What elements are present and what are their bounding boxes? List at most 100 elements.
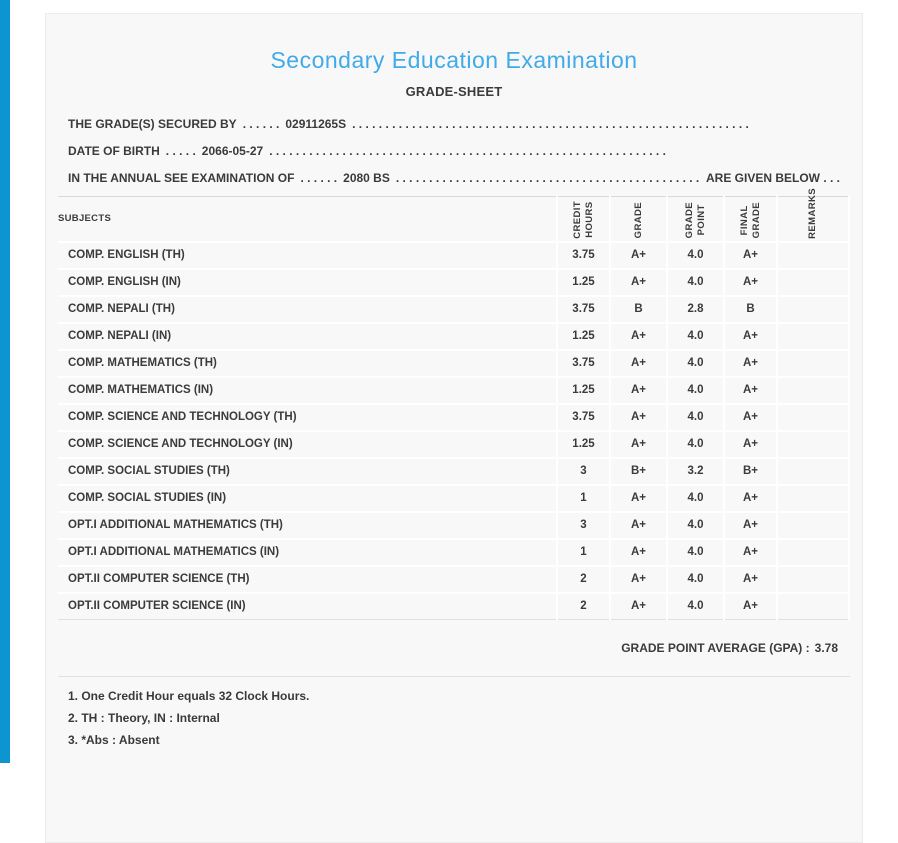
remarks-cell [776, 457, 850, 486]
remarks-cell [776, 484, 850, 513]
info-text: 02911265S [285, 117, 347, 131]
info-text: 2080 BS [343, 171, 390, 185]
remarks-cell [776, 511, 850, 540]
credit-hours-cell: 3 [556, 511, 610, 540]
grade-point-cell: 4.0 [666, 376, 724, 405]
table-row: COMP. NEPALI (IN) 1.25 A+ 4.0 A+ [58, 322, 850, 351]
grade-point-cell: 4.0 [666, 349, 724, 378]
remarks-cell [776, 565, 850, 594]
final-grade-cell: A+ [723, 268, 777, 297]
column-header-remarks: REMARKS [776, 188, 850, 242]
grade-cell: A+ [609, 376, 667, 405]
credit-hours-cell: 2 [556, 592, 610, 620]
info-text: . . . . . [165, 144, 196, 158]
footnotes: 1. One Credit Hour equals 32 Clock Hours… [58, 685, 850, 751]
subject-cell: COMP. NEPALI (TH) [58, 295, 557, 324]
subject-cell: OPT.I ADDITIONAL MATHEMATICS (IN) [58, 538, 557, 567]
grade-cell: A+ [609, 511, 667, 540]
grade-point-cell: 4.0 [666, 538, 724, 567]
left-accent-bar [0, 0, 10, 763]
final-grade-cell: B [723, 295, 777, 324]
credit-hours-cell: 1 [556, 538, 610, 567]
subject-cell: OPT.II COMPUTER SCIENCE (TH) [58, 565, 557, 594]
subject-cell: OPT.II COMPUTER SCIENCE (IN) [58, 592, 557, 620]
info-text: . . . . . . [300, 171, 338, 185]
credit-hours-cell: 1.25 [556, 268, 610, 297]
grade-cell: A+ [609, 565, 667, 594]
table-row: COMP. SCIENCE AND TECHNOLOGY (TH) 3.75 A… [58, 403, 850, 432]
grade-cell: A+ [609, 322, 667, 351]
table-row: OPT.II COMPUTER SCIENCE (TH) 2 A+ 4.0 A+ [58, 565, 850, 594]
remarks-cell [776, 592, 850, 620]
dot-leader: . . . . . . . . . . . . . . . . . . . . … [352, 117, 749, 131]
column-header-credit-hours: CREDIT HOURS [556, 196, 610, 242]
remarks-cell [776, 295, 850, 324]
subject-cell: COMP. MATHEMATICS (IN) [58, 376, 557, 405]
subject-cell: COMP. ENGLISH (IN) [58, 268, 557, 297]
subject-cell: COMP. SCIENCE AND TECHNOLOGY (IN) [58, 430, 557, 459]
grade-cell: A+ [609, 430, 667, 459]
remarks-cell [776, 403, 850, 432]
column-header-final-grade: FINAL GRADE [723, 196, 777, 242]
page-title: Secondary Education Examination [270, 47, 638, 73]
remarks-cell [776, 268, 850, 297]
table-row: COMP. SOCIAL STUDIES (TH) 3 B+ 3.2 B+ [58, 457, 850, 486]
final-grade-cell: A+ [723, 403, 777, 432]
remarks-cell [776, 322, 850, 351]
subject-cell: COMP. ENGLISH (TH) [58, 241, 557, 270]
grade-cell: A+ [609, 538, 667, 567]
table-row: OPT.II COMPUTER SCIENCE (IN) 2 A+ 4.0 A+ [58, 592, 850, 620]
footnote: 2. TH : Theory, IN : Internal [68, 711, 220, 725]
column-header-grade: GRADE [609, 196, 667, 242]
grade-cell: A+ [609, 592, 667, 620]
grade-point-cell: 3.2 [666, 457, 724, 486]
grade-point-cell: 4.0 [666, 241, 724, 270]
subject-cell: COMP. MATHEMATICS (TH) [58, 349, 557, 378]
grade-point-cell: 4.0 [666, 484, 724, 513]
info-line: IN THE ANNUAL SEE EXAMINATION OF . . . . … [68, 165, 840, 192]
grade-point-cell: 4.0 [666, 565, 724, 594]
table-row: OPT.I ADDITIONAL MATHEMATICS (TH) 3 A+ 4… [58, 511, 850, 540]
info-text: DATE OF BIRTH [68, 144, 160, 158]
column-header-label: SUBJECTS [58, 213, 112, 225]
credit-hours-cell: 1.25 [556, 322, 610, 351]
student-info: THE GRADE(S) SECURED BY . . . . . . 029112… [58, 111, 850, 192]
column-header-label: GRADE [632, 202, 644, 239]
final-grade-cell: A+ [723, 376, 777, 405]
final-grade-cell: A+ [723, 349, 777, 378]
final-grade-cell: A+ [723, 565, 777, 594]
dot-leader: . . . . . . . . . . . . . . . . . . . . … [269, 144, 666, 158]
grade-cell: A+ [609, 349, 667, 378]
table-row: COMP. ENGLISH (IN) 1.25 A+ 4.0 A+ [58, 268, 850, 297]
footnote: 3. *Abs : Absent [68, 733, 160, 747]
final-grade-cell: A+ [723, 322, 777, 351]
grade-point-cell: 4.0 [666, 592, 724, 620]
gpa-row: GRADE POINT AVERAGE (GPA) : 3.78 [58, 620, 850, 677]
grade-point-cell: 4.0 [666, 322, 724, 351]
credit-hours-cell: 3.75 [556, 403, 610, 432]
final-grade-cell: A+ [723, 241, 777, 270]
grade-cell: B [609, 295, 667, 324]
gpa-label: GRADE POINT AVERAGE (GPA) : [621, 641, 810, 655]
credit-hours-cell: 2 [556, 565, 610, 594]
credit-hours-cell: 3.75 [556, 349, 610, 378]
info-line: THE GRADE(S) SECURED BY . . . . . . 029112… [68, 111, 840, 138]
credit-hours-cell: 1 [556, 484, 610, 513]
info-text: IN THE ANNUAL SEE EXAMINATION OF [68, 171, 295, 185]
final-grade-cell: A+ [723, 484, 777, 513]
final-grade-cell: A+ [723, 430, 777, 459]
grade-cell: B+ [609, 457, 667, 486]
remarks-cell [776, 349, 850, 378]
credit-hours-cell: 3.75 [556, 295, 610, 324]
table-row: OPT.I ADDITIONAL MATHEMATICS (IN) 1 A+ 4… [58, 538, 850, 567]
dot-leader: . . . . . . . . . . . . . . . . . . . . … [395, 171, 700, 185]
grade-cell: A+ [609, 268, 667, 297]
table-row: COMP. NEPALI (TH) 3.75 B 2.8 B [58, 295, 850, 324]
remarks-cell [776, 430, 850, 459]
credit-hours-cell: 1.25 [556, 430, 610, 459]
grade-cell: A+ [609, 484, 667, 513]
info-text: . . . . . . [242, 117, 280, 131]
column-header-label: REMARKS [807, 187, 819, 239]
table-row: COMP. MATHEMATICS (IN) 1.25 A+ 4.0 A+ [58, 376, 850, 405]
grade-cell: A+ [609, 241, 667, 270]
